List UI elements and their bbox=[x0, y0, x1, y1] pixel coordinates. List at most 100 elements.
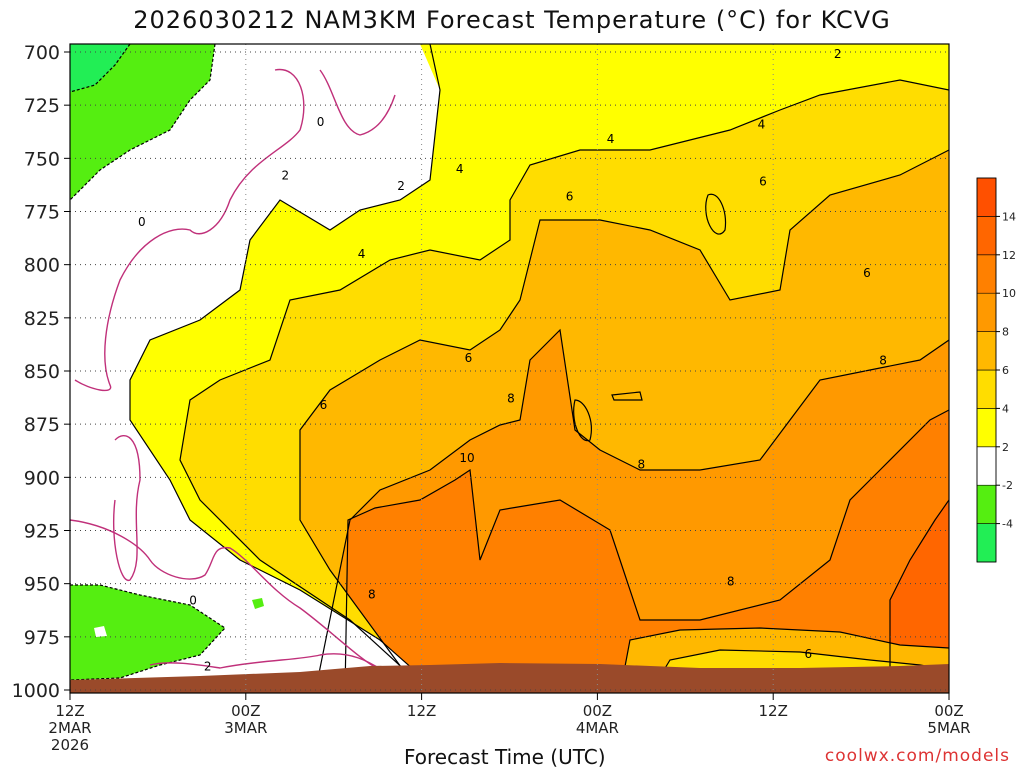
contour-label: 6 bbox=[759, 175, 767, 189]
x-tick-label: 12Z bbox=[55, 702, 84, 720]
colorbar-label: 8 bbox=[1002, 326, 1009, 339]
colorbar-swatch bbox=[976, 408, 997, 448]
colorbar-swatch bbox=[976, 369, 997, 409]
contour-4 bbox=[179, 79, 949, 693]
y-tick-label: 700 bbox=[24, 42, 60, 64]
plot-area bbox=[70, 44, 949, 693]
contour-label: 4 bbox=[758, 117, 766, 131]
x-tick-label: 3MAR bbox=[224, 719, 267, 737]
contour-labels: 0 0 0 2 2 2 2 4 4 4 4 6 6 6 6 6 6 8 8 8 8 8 10 bbox=[138, 47, 887, 673]
x-tick-label: 00Z bbox=[231, 702, 260, 720]
grid bbox=[70, 44, 949, 693]
dashed-contours bbox=[70, 44, 226, 681]
y-tick-label: 825 bbox=[24, 308, 60, 330]
y-axis: 700 725 750 775 800 825 850 875 900 925 950 975 1000 bbox=[12, 42, 70, 702]
colorbar-swatch bbox=[976, 216, 997, 256]
contour-2 bbox=[129, 44, 441, 693]
y-tick-label: 975 bbox=[24, 627, 60, 649]
contour-small-2 bbox=[611, 391, 643, 401]
fill-neg4-small-blob-2 bbox=[94, 626, 107, 637]
fill-neg6-neg4 bbox=[70, 44, 130, 92]
colorbar-label: 6 bbox=[1002, 364, 1009, 377]
colorbar-swatch bbox=[976, 292, 997, 332]
y-tick-label: 800 bbox=[24, 255, 60, 277]
contour-label: 2 bbox=[834, 47, 842, 61]
colorbar-label: 10 bbox=[1002, 287, 1016, 300]
colorbar-label: 2 bbox=[1002, 441, 1009, 454]
x-tick-label: 12Z bbox=[407, 702, 436, 720]
colorbar-swatch bbox=[976, 446, 997, 486]
contour-label: 0 bbox=[138, 215, 146, 229]
y-tick-label: 875 bbox=[24, 414, 60, 436]
fill-neg4-neg2-upper bbox=[70, 44, 215, 200]
contour-label: 2 bbox=[204, 660, 212, 674]
contour-8 bbox=[314, 328, 949, 693]
fill-neg2-2 bbox=[70, 44, 440, 693]
contour-label: 8 bbox=[727, 575, 735, 589]
contour-label: 2 bbox=[282, 168, 290, 182]
y-tick-label: 775 bbox=[24, 202, 60, 224]
colorbar-label: 14 bbox=[1002, 210, 1016, 223]
fill-neg4-neg2-lower bbox=[70, 585, 225, 680]
colorbar-swatch bbox=[976, 523, 997, 563]
contour-label: 6 bbox=[805, 647, 813, 661]
contour-0-c bbox=[112, 435, 141, 581]
y-tick-label: 900 bbox=[24, 467, 60, 489]
contour-neg2-lower bbox=[70, 584, 226, 681]
colorbar-label: -2 bbox=[1002, 479, 1013, 492]
contour-small-3 bbox=[705, 193, 727, 235]
contour-6 bbox=[299, 149, 949, 693]
colorbar-swatch bbox=[976, 331, 997, 371]
contour-0-e bbox=[149, 653, 386, 673]
colorbar-swatch bbox=[976, 484, 997, 524]
y-tick-label: 950 bbox=[24, 574, 60, 596]
x-tick-label: 00Z bbox=[934, 702, 963, 720]
contour-0-d bbox=[70, 519, 401, 693]
colorbar-swatch bbox=[976, 254, 997, 294]
contour-label: 8 bbox=[638, 458, 646, 472]
colorbar: -4 -2 2 4 6 8 10 12 14 bbox=[976, 177, 1016, 563]
colorbar-label: 12 bbox=[1002, 249, 1016, 262]
contour-label: 4 bbox=[607, 132, 615, 146]
x-tick-label: 5MAR bbox=[927, 719, 970, 737]
colorbar-swatch bbox=[976, 177, 997, 217]
contour-label: 6 bbox=[320, 398, 328, 412]
contour-12 bbox=[889, 499, 949, 693]
contour-small-1 bbox=[573, 399, 592, 442]
x-tick-label: 2MAR bbox=[48, 719, 91, 737]
contour-neg2-upper bbox=[70, 44, 216, 201]
x-tick-label: 12Z bbox=[759, 702, 788, 720]
contour-0-a bbox=[74, 68, 305, 392]
x-tick-label: 00Z bbox=[583, 702, 612, 720]
colorbar-label: -4 bbox=[1002, 518, 1013, 531]
contour-label: 8 bbox=[879, 353, 887, 367]
x-axis-title: Forecast Time (UTC) bbox=[404, 745, 606, 769]
y-tick-label: 850 bbox=[24, 361, 60, 383]
zero-contours bbox=[70, 68, 401, 693]
contour-0-b bbox=[319, 69, 396, 136]
contour-label: 10 bbox=[459, 451, 474, 465]
contour-label: 8 bbox=[368, 587, 376, 601]
y-tick-label: 925 bbox=[24, 521, 60, 543]
contour-label: 6 bbox=[465, 351, 473, 365]
contour-label: 0 bbox=[189, 594, 197, 608]
contour-label: 2 bbox=[397, 179, 405, 193]
fill-neg4-small-blob bbox=[252, 598, 264, 609]
contour-label: 6 bbox=[566, 190, 574, 204]
x-tick-label: 4MAR bbox=[576, 719, 619, 737]
y-tick-label: 750 bbox=[24, 148, 60, 170]
contour-label: 6 bbox=[863, 266, 871, 280]
credit-text: coolwx.com/models bbox=[824, 746, 1010, 766]
contour-sfc-8 bbox=[619, 627, 949, 693]
y-tick-label: 725 bbox=[24, 95, 60, 117]
contour-label: 8 bbox=[507, 392, 515, 406]
chart-title: 2026030212 NAM3KM Forecast Temperature (… bbox=[133, 6, 891, 34]
terrain bbox=[70, 663, 949, 693]
contour-label: 0 bbox=[317, 115, 325, 129]
colorbar-label: 4 bbox=[1002, 402, 1009, 415]
contour-label: 4 bbox=[358, 247, 366, 261]
x-tick-label: 2026 bbox=[51, 736, 89, 754]
contour-lines bbox=[129, 44, 949, 693]
